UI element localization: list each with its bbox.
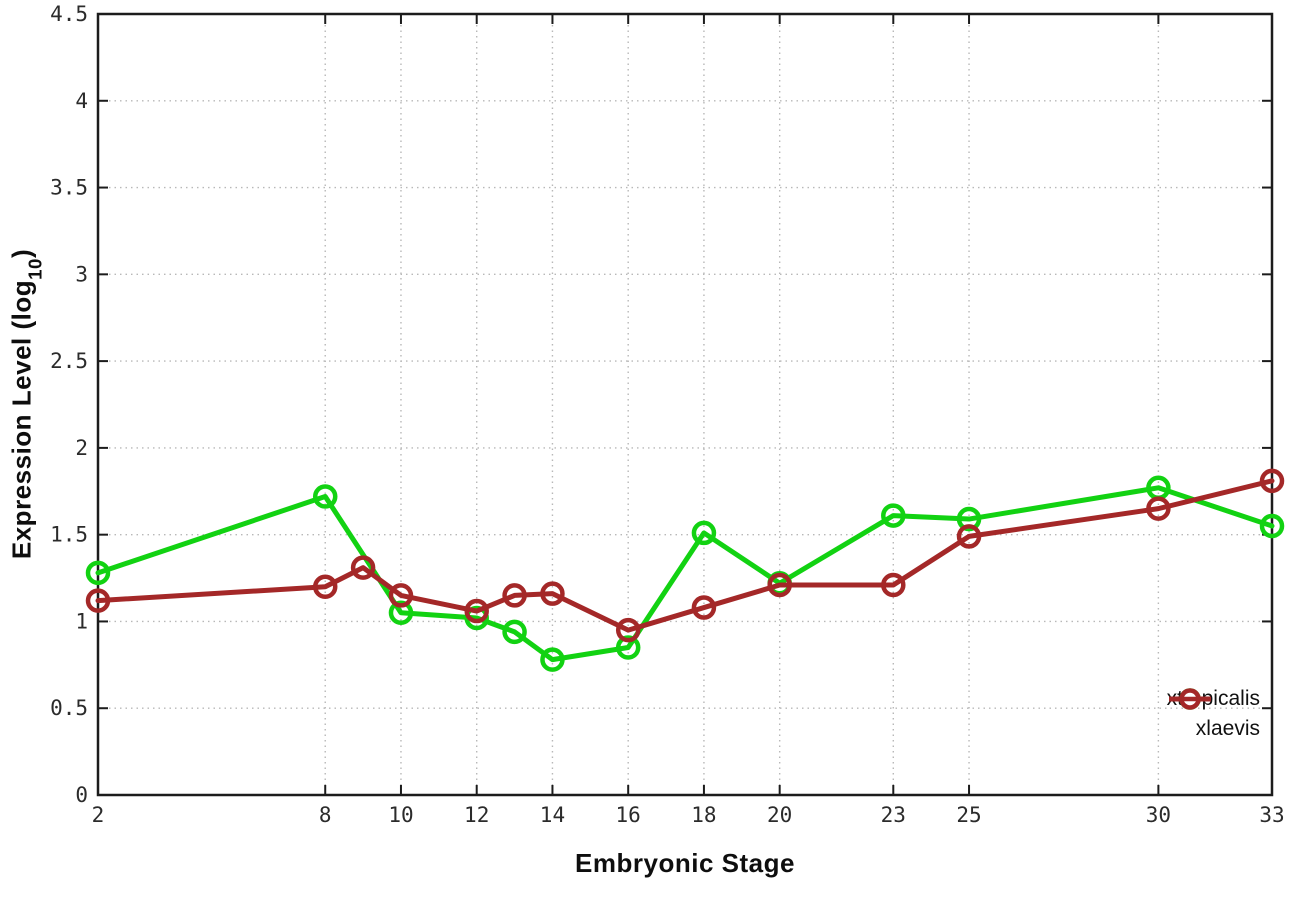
series-xlaevis-point [502, 583, 527, 608]
series-xlaevis-point [350, 555, 376, 580]
y-axis-title-subscript: 10 [24, 258, 46, 280]
legend-entry-xlaevis: xlaevis [1168, 688, 1260, 742]
series-xlaevis-point [464, 598, 489, 624]
plot-border [96, 12, 1274, 797]
series-xlaevis-point [881, 572, 906, 598]
series-xtropicalis-point [691, 520, 717, 546]
series-xtropicalis-point [1259, 513, 1285, 539]
series-xlaevis-point [312, 574, 338, 599]
series-xlaevis-point [767, 572, 792, 598]
x-tick-label: 2 [92, 803, 105, 827]
y-tick-label: 1.5 [50, 523, 88, 547]
series-xlaevis-line [95, 478, 1275, 633]
y-tick-label: 1 [75, 609, 88, 633]
series-xtropicalis-point [540, 647, 565, 672]
y-axis-title: Expression Level (log10) [6, 248, 45, 560]
y-tick-label: 4 [75, 89, 88, 113]
x-tick-label: 14 [540, 803, 565, 827]
x-tick-label: 20 [767, 803, 792, 827]
y-tick-label: 4.5 [50, 2, 88, 26]
y-tick-label: 3.5 [50, 176, 88, 200]
x-tick-label: 16 [616, 803, 641, 827]
series-xlaevis-point [85, 588, 111, 613]
series-xlaevis-point [388, 583, 414, 608]
series-xtropicalis-line [95, 485, 1275, 663]
x-axis-title: Embryonic Stage [575, 848, 795, 878]
series-xlaevis-point [540, 581, 565, 606]
legend-marker-xlaevis-icon [1168, 688, 1211, 710]
series-xtropicalis-point [85, 560, 111, 586]
x-tick-label: 30 [1146, 803, 1171, 827]
x-tick-label: 33 [1259, 803, 1284, 827]
series-xlaevis-point [691, 595, 717, 620]
y-axis-title-text: Expression Level (log [6, 279, 37, 560]
x-tick-label: 18 [691, 803, 716, 827]
y-tick-label: 0 [75, 783, 88, 807]
series-xlaevis-point [956, 524, 982, 549]
y-axis-title-suffix: ) [6, 248, 37, 259]
y-tick-label: 0.5 [50, 696, 88, 720]
x-tick-label: 8 [319, 803, 332, 827]
y-tick-label: 2.5 [50, 349, 88, 373]
series-xtropicalis-point [956, 506, 982, 532]
series-xlaevis-point [615, 617, 641, 643]
legend-label-xlaevis: xlaevis [1195, 717, 1260, 740]
series-xtropicalis-point [502, 619, 527, 645]
x-tick-label: 23 [881, 803, 906, 827]
series-xtropicalis-point [312, 484, 338, 509]
legend: xtropicalis xlaevis [1167, 686, 1260, 742]
x-tick-label: 12 [464, 803, 489, 827]
y-tick-label: 2 [75, 436, 88, 460]
series-xtropicalis-point [615, 635, 641, 660]
series-xlaevis-point [1259, 468, 1285, 494]
x-tick-label: 25 [956, 803, 981, 827]
x-tick-label: 10 [388, 803, 413, 827]
series-xlaevis-point [1146, 496, 1171, 521]
series-xtropicalis-point [881, 503, 906, 528]
series-xtropicalis-point [388, 600, 414, 626]
y-tick-label: 3 [75, 262, 88, 286]
